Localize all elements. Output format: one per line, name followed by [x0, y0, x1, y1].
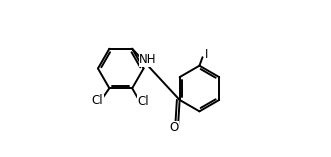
Text: Cl: Cl: [92, 94, 103, 107]
Text: O: O: [169, 121, 178, 134]
Text: Cl: Cl: [137, 95, 149, 108]
Text: NH: NH: [139, 53, 157, 66]
Text: I: I: [205, 48, 209, 61]
